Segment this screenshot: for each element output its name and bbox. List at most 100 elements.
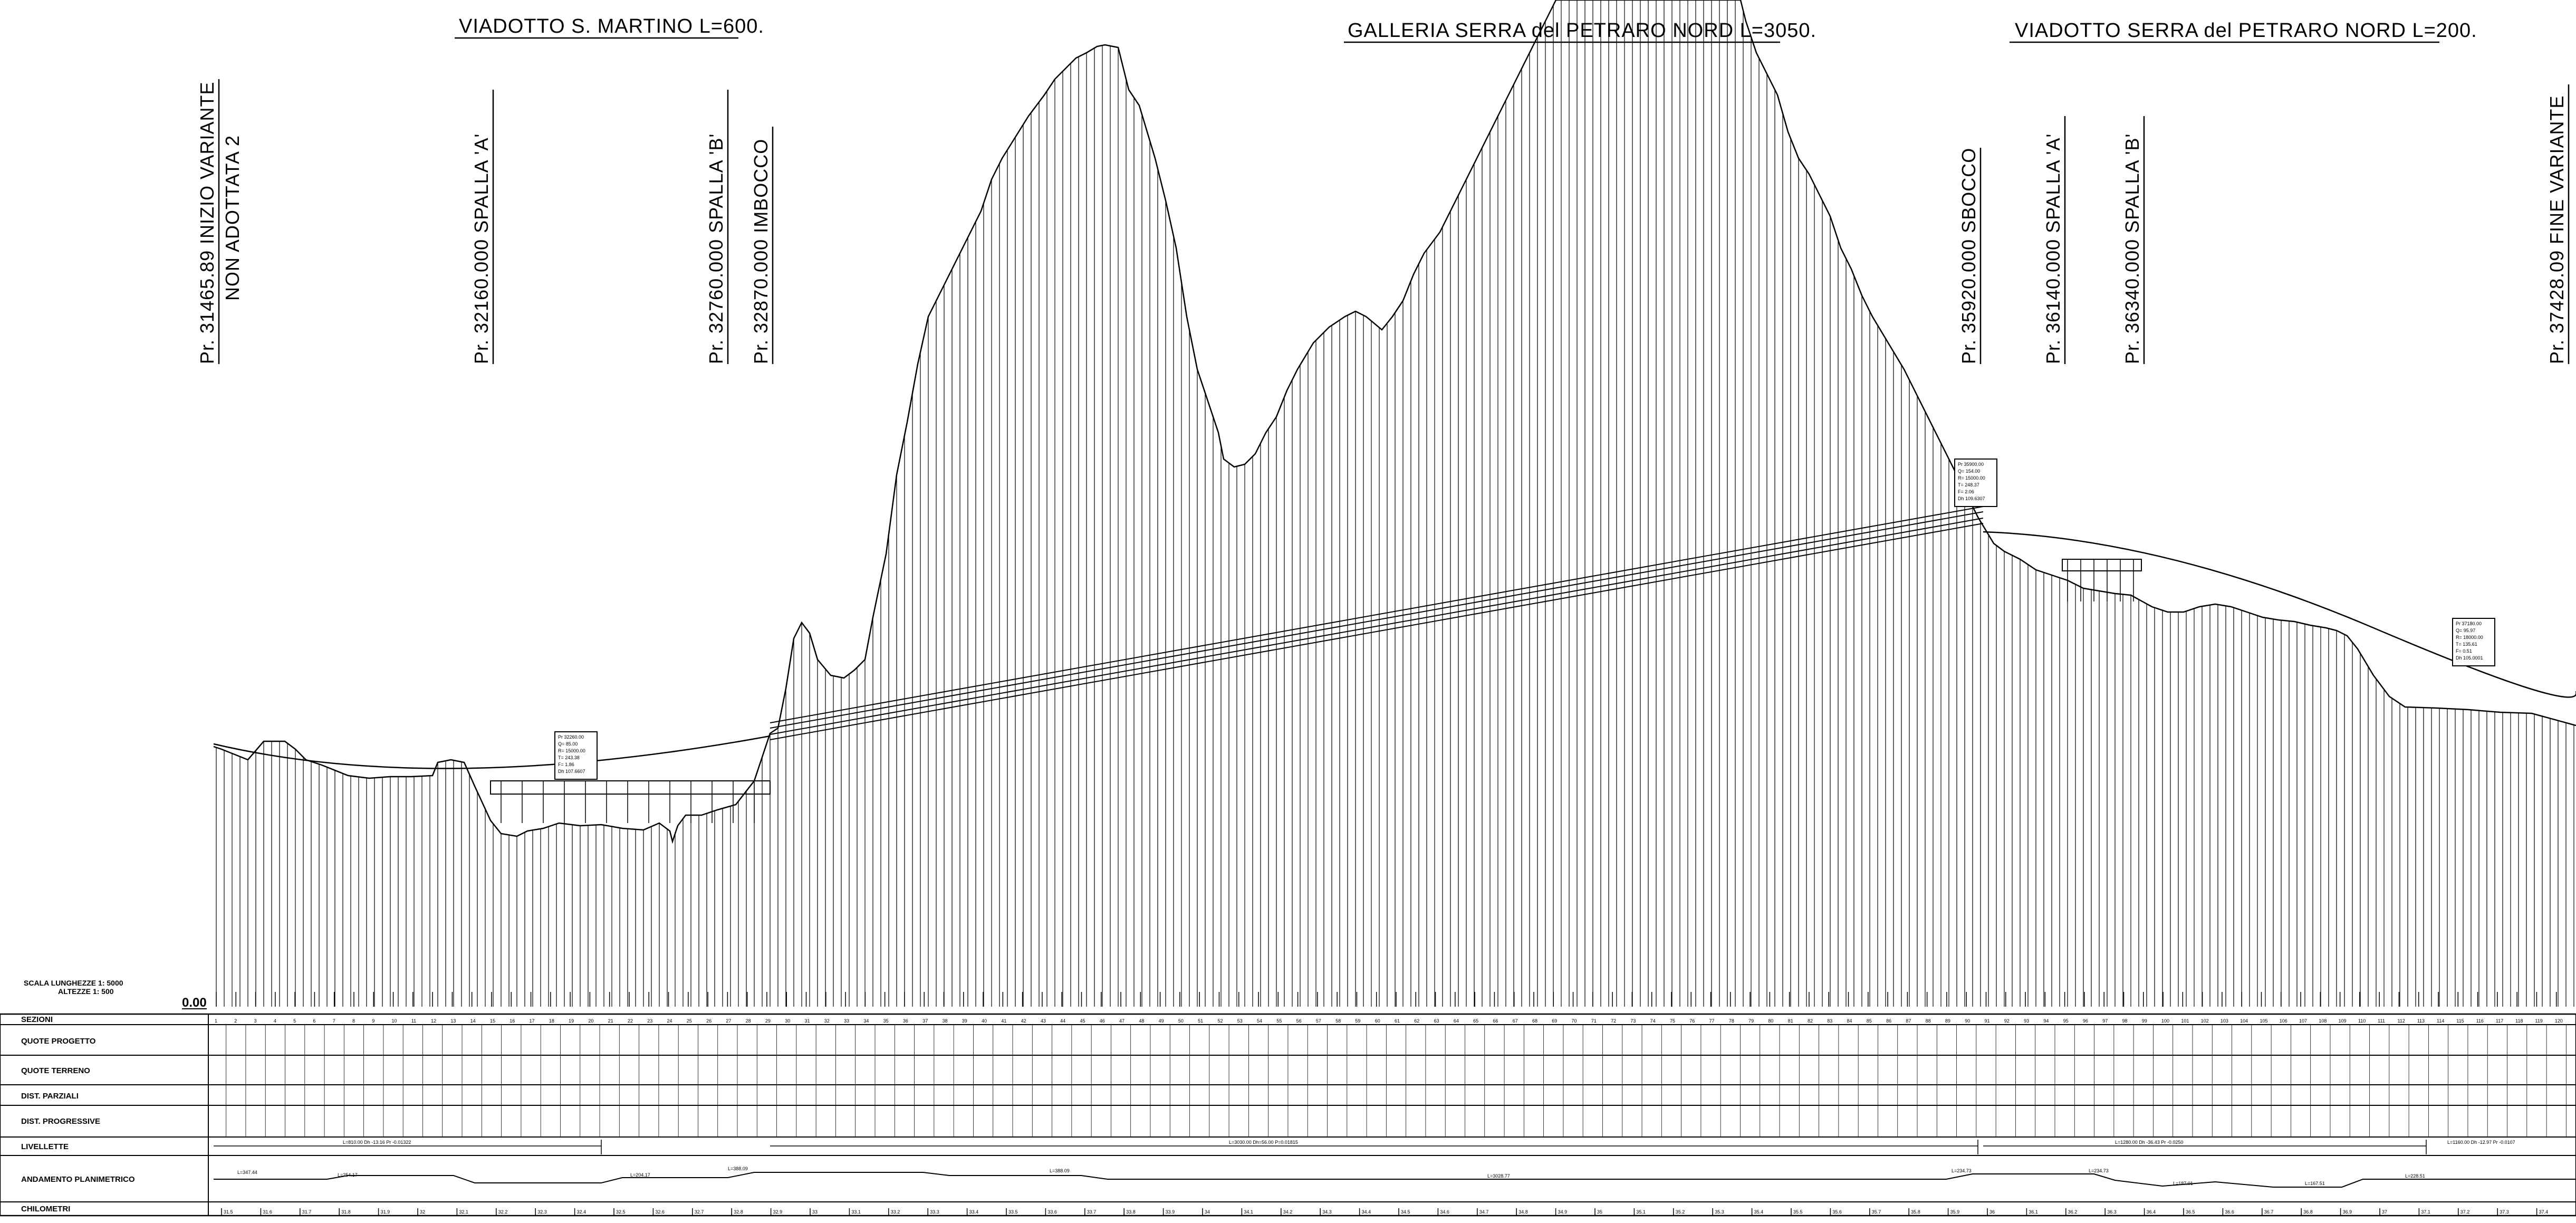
section-number: 103 [2221,1018,2228,1024]
chilometri-label: 36.9 [2343,1209,2352,1215]
section-number: 72 [1611,1018,1616,1024]
andamento-3: L=204.17 [630,1172,650,1178]
chilometri-label: 34.4 [1362,1209,1371,1215]
section-number: 114 [2437,1018,2444,1024]
section-number: 1 [215,1018,217,1024]
andamento-6: L=3028.77 [1487,1173,1510,1179]
chilometri-label: 34.1 [1244,1209,1253,1215]
section-number: 76 [1689,1018,1695,1024]
section-number: 115 [2456,1018,2464,1024]
svg-text:R= 15000.00: R= 15000.00 [558,748,585,753]
section-number: 119 [2535,1018,2542,1024]
section-number: 70 [1572,1018,1577,1024]
chilometri-label: 33.6 [1047,1209,1057,1215]
section-number: 49 [1159,1018,1164,1024]
chilometri-label: 32.2 [498,1209,508,1215]
section-number: 6 [313,1018,315,1024]
chilometri-label: 35.2 [1676,1209,1685,1215]
svg-text:Pr. 31465.89 INIZIO VARIANTE: Pr. 31465.89 INIZIO VARIANTE [196,81,218,364]
chilometri-label: 34 [1205,1209,1210,1215]
section-number: 87 [1906,1018,1911,1024]
chilometri-label: 36.6 [2225,1209,2234,1215]
andamento-11: L=228.51 [2405,1173,2425,1179]
section-number: 99 [2142,1018,2147,1024]
chilometri-label: 34.8 [1518,1209,1528,1215]
section-number: 10 [392,1018,397,1024]
vertex-box-3: Pr 37180.00 Q= 95.97 R= 18000.00 T= 135.… [2452,618,2495,666]
chilometri-label: 32.6 [655,1209,665,1215]
section-number: 4 [274,1018,276,1024]
section-number: 20 [588,1018,593,1024]
svg-text:Pr 35900.00: Pr 35900.00 [1958,462,1984,467]
chilometri-label: 34.3 [1322,1209,1332,1215]
chilometri-label: 33.2 [891,1209,900,1215]
livelletta-2: L=3030.00 Dh=56.00 P=0.01815 [1229,1140,1298,1145]
section-number: 102 [2201,1018,2209,1024]
station-markers: Pr. 31465.89 INIZIO VARIANTE NON ADOTTAT… [196,79,2570,364]
section-number: 85 [1867,1018,1872,1024]
section-number: 59 [1355,1018,1360,1024]
section-number: 18 [549,1018,554,1024]
svg-text:Dh 109.6307: Dh 109.6307 [1958,496,1985,501]
section-number: 24 [667,1018,672,1024]
chilometri-label: 32.5 [616,1209,626,1215]
section-number: 109 [2339,1018,2347,1024]
svg-text:R= 18000.00: R= 18000.00 [2456,635,2483,640]
table-cells: 1 2 3 4 5 6 7 8 9 10 11 12 13 14 15 16 17 18 19 20 21 22 23 24 2… [215,1018,2567,1137]
section-number: 67 [1513,1018,1518,1024]
section-number: 71 [1591,1018,1597,1024]
svg-text:Pr. 36140.000 SPALLA 'A': Pr. 36140.000 SPALLA 'A' [2042,133,2064,364]
section-number: 116 [2476,1018,2484,1024]
marker-sbocco: Pr. 35920.000 SBOCCO [1958,148,1982,364]
chilometri-label: 34.6 [1440,1209,1449,1215]
chilometri-label: 37.2 [2460,1209,2470,1215]
row-label-chilometri: CHILOMETRI [21,1205,70,1214]
section-number: 60 [1375,1018,1380,1024]
section-number: 28 [746,1018,751,1024]
section-number: 47 [1119,1018,1124,1024]
viaduct-petraro-title: VIADOTTO SERRA del PETRARO NORD L=200. [2015,20,2477,42]
chilometri-label: 33.8 [1126,1209,1136,1215]
section-number: 50 [1178,1018,1184,1024]
vertex-box-1: Pr 32260.00 Q= 85.00 R= 15000.00 T= 243.… [554,731,598,780]
section-number: 113 [2417,1018,2425,1024]
section-number: 56 [1296,1018,1302,1024]
chilometri-label: 36.5 [2186,1209,2195,1215]
svg-text:NON ADOTTATA 2: NON ADOTTATA 2 [222,135,243,301]
section-number: 26 [706,1018,712,1024]
section-number: 111 [2378,1018,2385,1024]
section-number: 34 [863,1018,869,1024]
andamento-2: L=254.17 [338,1172,358,1178]
section-number: 35 [883,1018,889,1024]
section-number: 91 [1985,1018,1990,1024]
chilometri-label: 33.3 [930,1209,939,1215]
section-number: 75 [1670,1018,1675,1024]
section-number: 81 [1788,1018,1793,1024]
section-number: 88 [1926,1018,1931,1024]
section-titles: VIADOTTO S. MARTINO L=600. GALLERIA SERR… [455,15,2477,43]
section-number: 43 [1041,1018,1046,1024]
row-label-andamento: ANDAMENTO PLANIMETRICO [21,1175,135,1184]
svg-text:Pr 32260.00: Pr 32260.00 [558,734,584,740]
section-number: 29 [765,1018,771,1024]
chilometri-label: 33.1 [851,1209,861,1215]
chilometri-label: 34.9 [1558,1209,1568,1215]
row-label-dist-parziali: DIST. PARZIALI [21,1092,79,1101]
section-number: 106 [2280,1018,2287,1024]
svg-text:SCALA LUNGHEZZE 1: 5000: SCALA LUNGHEZZE 1: 5000 [24,979,123,987]
vertex-box-2: Pr 35900.00 Q= 154.00 R= 15000.00 T= 248… [1954,458,1997,507]
chilometri-label: 37.4 [2539,1209,2549,1215]
svg-text:F= 2.06: F= 2.06 [1958,489,1974,494]
section-number: 25 [687,1018,692,1024]
section-number: 39 [962,1018,967,1024]
chilometri-label: 35 [1597,1209,1602,1215]
section-number: 82 [1808,1018,1813,1024]
marker-spalla-a-petraro: Pr. 36140.000 SPALLA 'A' [2042,116,2066,364]
svg-text:Dh 105.0001: Dh 105.0001 [2456,655,2483,661]
chilometri-label: 36.4 [2147,1209,2156,1215]
chilometri-label: 35.3 [1715,1209,1724,1215]
svg-text:T= 135.61: T= 135.61 [2456,642,2477,647]
marker-fine-variante: Pr. 37428.09 FINE VARIANTE [2546,84,2570,364]
section-number: 46 [1100,1018,1105,1024]
